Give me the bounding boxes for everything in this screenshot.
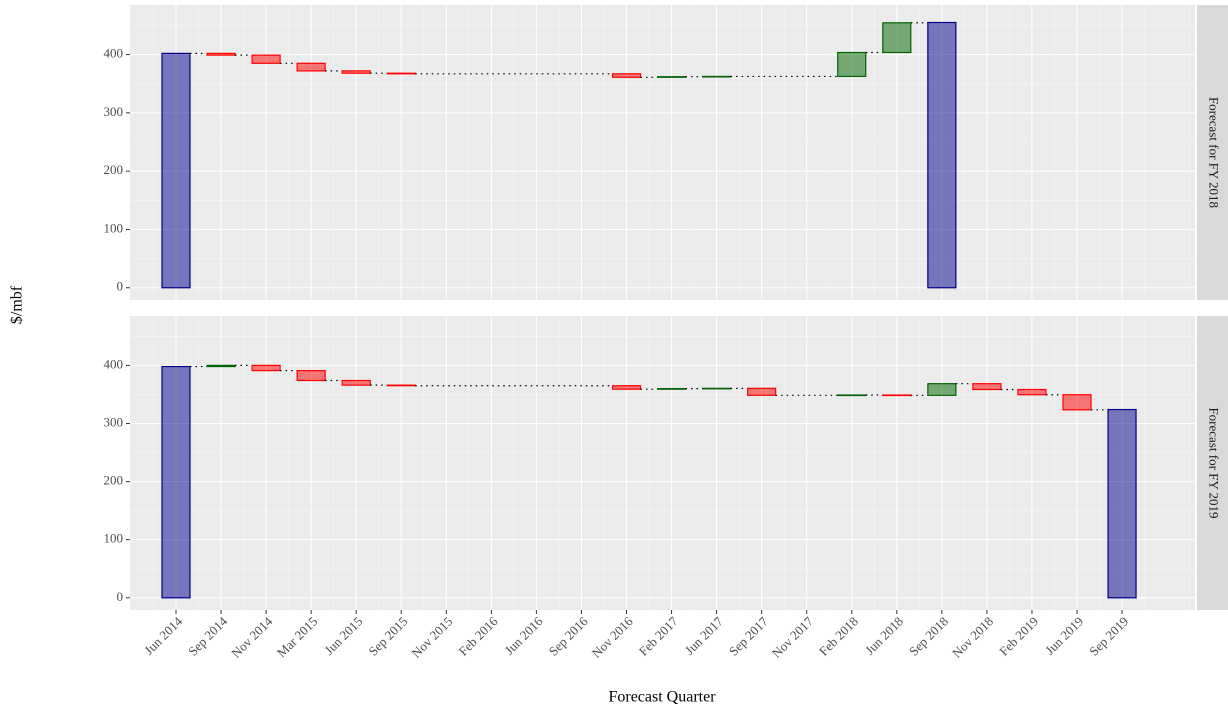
panel-background [130,316,1195,610]
bar [747,387,777,396]
x-tick-label: Jun 2014 [141,613,185,657]
bar [206,52,236,56]
bar [296,370,326,382]
y-tick-label: 200 [104,162,124,177]
bar [386,384,416,387]
x-tick-label: Feb 2016 [456,613,501,658]
bar [161,52,191,289]
panel-background [130,5,1195,300]
x-tick-label: Nov 2017 [769,613,816,660]
x-tick-label: Feb 2018 [816,614,861,659]
bar [837,394,867,397]
y-tick-label: 400 [104,46,124,61]
x-tick-label: Nov 2016 [589,613,636,660]
x-tick-label: Feb 2017 [636,613,681,658]
bar [927,21,957,289]
bar [701,387,732,390]
y-tick-label: 300 [104,414,124,429]
facet-label: Forecast for FY 2019 [1207,407,1222,518]
x-tick-label: Sep 2015 [365,614,410,659]
x-tick-label: Mar 2015 [274,614,321,661]
bar [972,383,1002,391]
bar [206,364,236,368]
y-tick-label: 0 [117,589,124,604]
x-tick-label: Feb 2019 [996,614,1041,659]
bar [251,54,281,64]
bar [611,385,642,390]
bar [1062,394,1092,411]
x-tick-label: Sep 2016 [546,613,591,658]
bar [386,72,416,75]
x-tick-label: Sep 2018 [906,614,951,659]
bar [611,73,642,78]
x-tick-label: Nov 2015 [408,614,455,661]
bar [1107,408,1137,599]
bar [837,51,867,78]
y-tick-label: 300 [104,104,124,119]
bar [882,22,912,54]
x-tick-label: Jun 2018 [862,614,906,658]
bar [701,75,732,78]
bar [656,388,687,390]
bar [251,364,281,372]
facet-strip [1197,316,1228,610]
y-axis-title: $/mbf [9,285,26,324]
bar [927,383,957,396]
x-tick-label: Jun 2015 [321,614,365,658]
x-axis-title: Forecast Quarter [608,689,716,706]
x-tick-label: Sep 2014 [185,613,230,658]
y-tick-label: 100 [104,531,124,546]
bar [341,70,371,74]
facet-label: Forecast for FY 2018 [1207,97,1222,208]
bar [656,76,687,78]
bar [882,394,912,397]
y-tick-label: 100 [104,220,124,235]
x-tick-label: Jun 2016 [502,613,546,657]
y-tick-label: 400 [104,356,124,371]
x-tick-label: Sep 2017 [726,613,771,658]
x-tick-label: Jun 2019 [1042,614,1086,658]
x-tick-label: Sep 2019 [1086,614,1131,659]
y-tick-label: 0 [117,279,124,294]
facet-strip [1197,5,1228,300]
y-tick-label: 200 [104,473,124,488]
bar [161,365,191,599]
x-tick-label: Nov 2014 [228,613,275,660]
bar [296,62,326,72]
bar [1017,388,1047,396]
bar [341,379,371,386]
x-tick-label: Jun 2017 [682,613,726,657]
x-tick-label: Nov 2018 [949,614,996,661]
